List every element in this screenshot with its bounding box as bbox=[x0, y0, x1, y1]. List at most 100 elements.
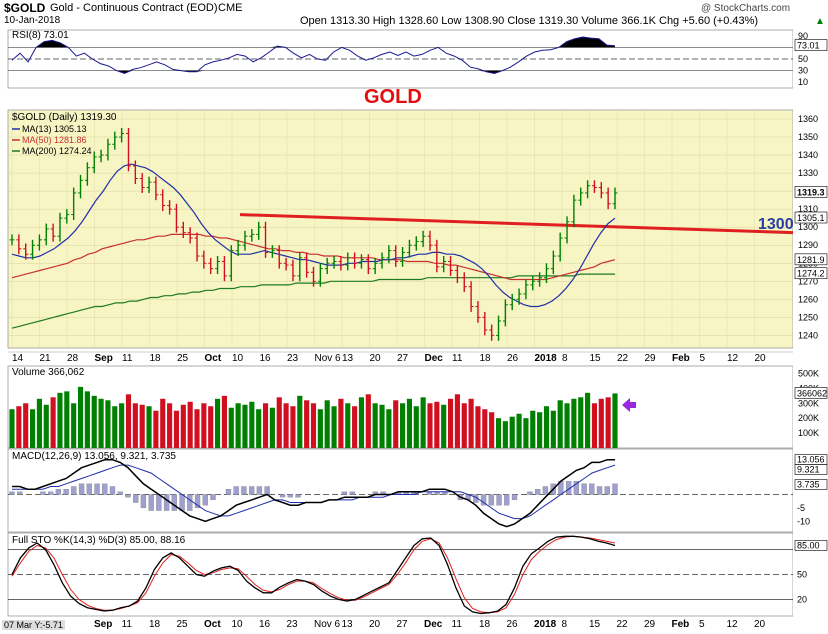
footer-x-tick-label: 20 bbox=[754, 619, 766, 630]
volume-bar bbox=[194, 409, 200, 448]
volume-bar bbox=[578, 397, 584, 448]
volume-bar bbox=[269, 407, 275, 448]
macd-histogram-bar bbox=[179, 494, 185, 511]
volume-bar bbox=[420, 397, 426, 448]
macd-tick-label: 3.735 bbox=[797, 480, 820, 490]
volume-bar bbox=[214, 398, 221, 448]
macd-histogram-bar bbox=[133, 494, 139, 503]
footer-x-tick-label: Sep bbox=[94, 619, 112, 630]
panel-macd bbox=[7, 448, 794, 533]
volume-bar bbox=[406, 398, 413, 448]
x-tick-label: 18 bbox=[150, 353, 162, 364]
chart-description: Gold - Continuous Contract (EOD) bbox=[50, 2, 218, 14]
x-tick-label: 15 bbox=[590, 353, 602, 364]
footer-x-tick-label: 11 bbox=[122, 619, 133, 630]
volume-bar bbox=[297, 395, 303, 448]
volume-bar bbox=[43, 404, 49, 448]
x-tick-label: 14 bbox=[12, 353, 24, 364]
x-tick-label: 21 bbox=[40, 353, 52, 364]
volume-bar bbox=[509, 416, 515, 448]
price-tick-label: 1290 bbox=[798, 240, 818, 250]
macd-value-box bbox=[794, 479, 828, 490]
footer-x-tick-label: 25 bbox=[177, 619, 189, 630]
macd-histogram-bar bbox=[117, 491, 123, 495]
macd-histogram-bar bbox=[109, 486, 116, 495]
x-tick-label: 16 bbox=[260, 353, 272, 364]
macd-tick-label: 9.321 bbox=[797, 465, 820, 475]
footer-x-tick-label: 11 bbox=[452, 619, 463, 630]
x-tick-label: 11 bbox=[452, 353, 463, 364]
rsi-tick-label: 10 bbox=[798, 77, 808, 87]
price-axis-area bbox=[793, 30, 828, 616]
macd-histogram-bar bbox=[527, 491, 533, 495]
volume-bar bbox=[324, 400, 330, 448]
volume-bar bbox=[365, 394, 371, 448]
x-tick-label: 12 bbox=[727, 353, 739, 364]
volume-tick-label: 200K bbox=[798, 413, 819, 423]
macd-histogram-bar bbox=[581, 483, 587, 495]
volume-bar bbox=[84, 391, 90, 448]
volume-bar bbox=[557, 400, 563, 448]
macd-histogram-bar bbox=[163, 494, 170, 511]
macd-histogram-bar bbox=[573, 480, 579, 495]
x-tick-label: 8 bbox=[562, 353, 568, 364]
arrow-left-icon bbox=[622, 398, 636, 412]
volume-bar bbox=[262, 403, 269, 448]
x-tick-label: 28 bbox=[67, 353, 79, 364]
macd-histogram-bar bbox=[596, 486, 603, 495]
volume-bar bbox=[173, 410, 180, 448]
macd-histogram-bar bbox=[504, 494, 510, 506]
x-tick-label: 20 bbox=[370, 353, 382, 364]
volume-bar bbox=[591, 403, 598, 448]
ohlc-readout: Open 1313.30 High 1328.60 Low 1308.90 Cl… bbox=[300, 15, 759, 27]
macd-histogram-bar bbox=[264, 486, 270, 495]
volume-value-label: 366062 bbox=[797, 388, 827, 398]
legend-entry: MA(13) 1305.13 bbox=[22, 124, 87, 134]
macd-histogram-bar bbox=[102, 483, 108, 495]
x-tick-label: 5 bbox=[700, 353, 706, 364]
ma50-line bbox=[11, 233, 616, 281]
volume-bar bbox=[23, 403, 29, 448]
volume-bar bbox=[571, 398, 577, 448]
volume-bar bbox=[338, 398, 344, 448]
price-tick-label: 1240 bbox=[798, 330, 818, 340]
volume-bar bbox=[605, 397, 611, 448]
footer-x-tick-label: Dec bbox=[424, 619, 443, 630]
macd-histogram-bar bbox=[535, 489, 541, 495]
ma13-line bbox=[11, 163, 616, 308]
macd-histogram-bar bbox=[94, 483, 100, 495]
cursor-readout: 07 Mar Y:-5.71 bbox=[2, 620, 65, 630]
macd-histogram-bar bbox=[40, 491, 46, 495]
volume-bar bbox=[393, 400, 399, 448]
macd-histogram-bar bbox=[279, 494, 286, 498]
level-annotation: 1300 bbox=[758, 216, 794, 233]
gold-annotation: GOLD bbox=[364, 86, 422, 108]
legend-entry: MA(200) 1274.24 bbox=[22, 146, 92, 156]
volume-bar bbox=[29, 409, 36, 448]
price-value-label: 1274.2 bbox=[797, 269, 825, 279]
macd-histogram-bar bbox=[287, 494, 293, 498]
footer-x-tick-label: 10 bbox=[232, 619, 244, 630]
macd-histogram-bar bbox=[63, 489, 69, 495]
footer-x-tick-label: 15 bbox=[589, 619, 601, 630]
volume-bar bbox=[468, 398, 474, 448]
chart-symbol: $GOLD bbox=[4, 1, 46, 15]
x-tick-label: 25 bbox=[177, 353, 189, 364]
volume-bar bbox=[77, 386, 84, 448]
volume-bar bbox=[427, 403, 433, 448]
macd-histogram-bar bbox=[256, 486, 263, 495]
volume-bar bbox=[358, 397, 365, 448]
macd-histogram-bar bbox=[78, 483, 85, 495]
macd-histogram-bar bbox=[589, 483, 595, 495]
sto-tick-label: 50 bbox=[797, 570, 807, 580]
footer-x-tick-label: 18 bbox=[149, 619, 161, 630]
volume-bar bbox=[304, 400, 310, 448]
volume-bar bbox=[64, 391, 70, 448]
volume-bar bbox=[125, 394, 132, 448]
macd-line bbox=[12, 458, 615, 528]
volume-bar bbox=[379, 404, 385, 448]
volume-bar bbox=[71, 403, 77, 448]
price-value-box bbox=[794, 211, 828, 224]
volume-bar bbox=[119, 403, 125, 448]
volume-value-box bbox=[794, 387, 828, 399]
